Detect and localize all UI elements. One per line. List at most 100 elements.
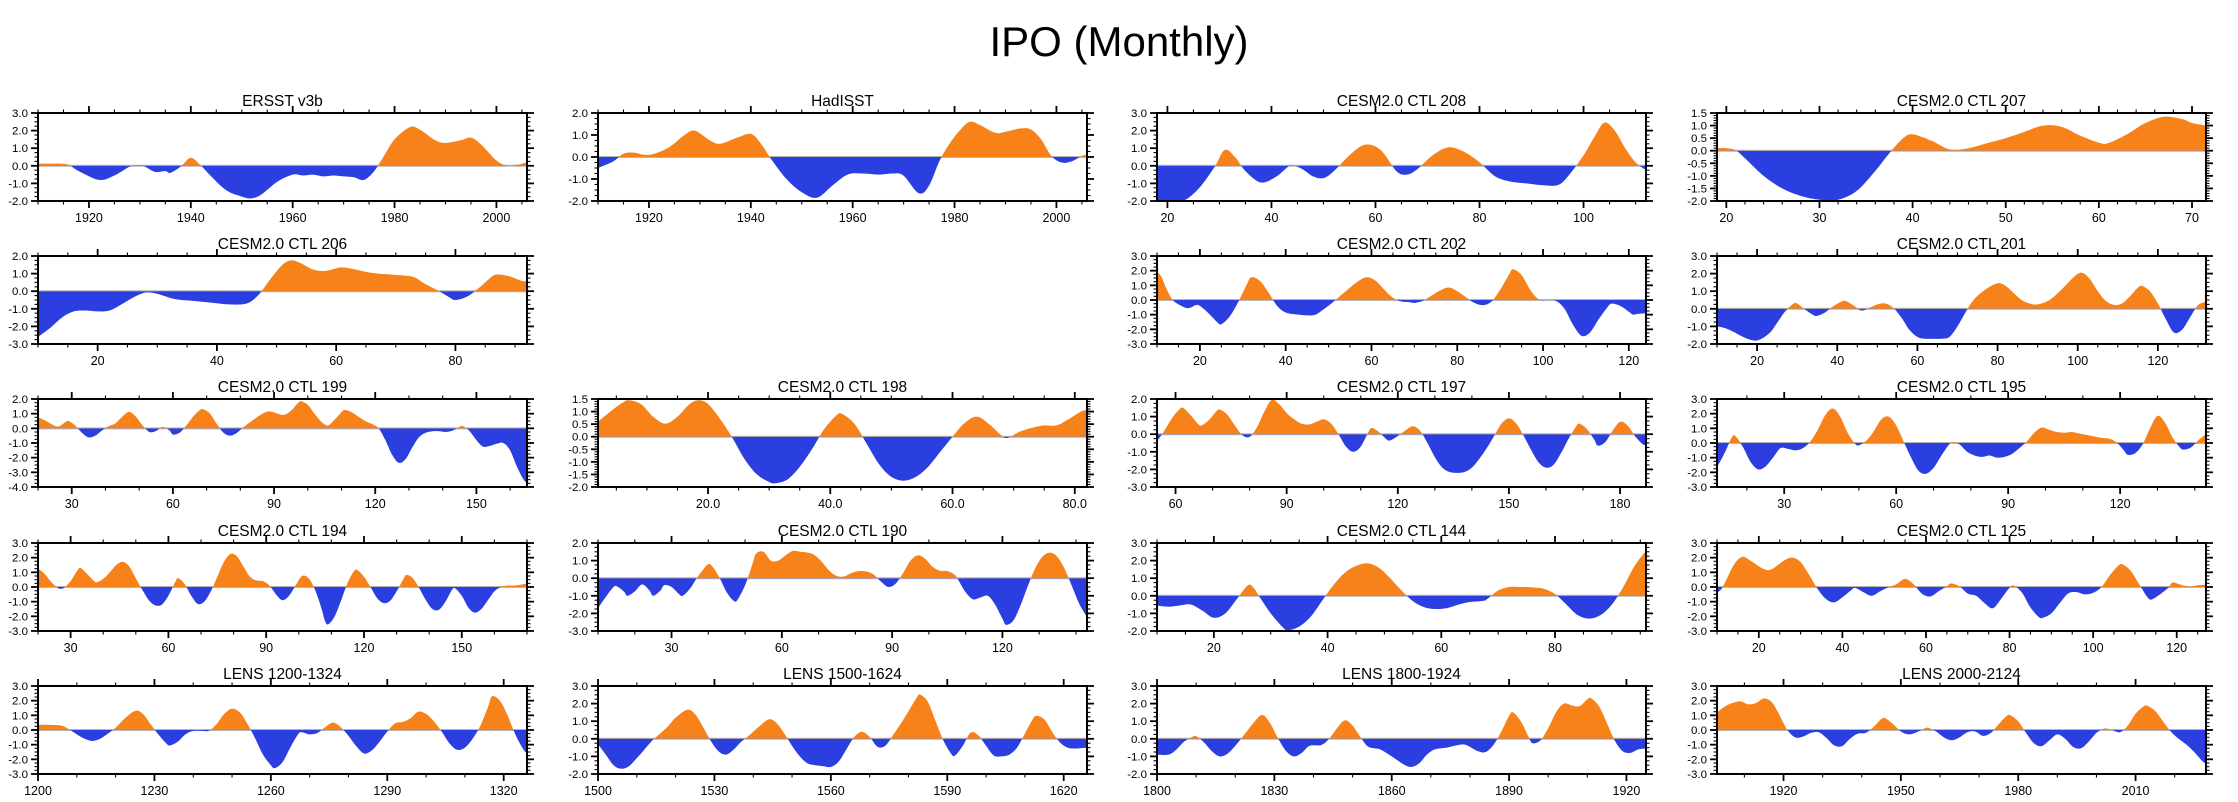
svg-text:120: 120 (2147, 354, 2168, 368)
axis-ticks (590, 105, 1094, 208)
svg-text:-0.5: -0.5 (1687, 158, 1707, 170)
positive-area (597, 400, 1087, 438)
panel-chart: CESM2.0 CTL 197 -3.0 -2.0 -1.0 0.0 1.0 2.0 60 90… (1127, 379, 1653, 511)
svg-text:150: 150 (451, 641, 472, 655)
panel-title: CESM2.0 CTL 190 (777, 523, 906, 540)
svg-text:-1.0: -1.0 (1127, 447, 1147, 459)
svg-text:0.0: 0.0 (1691, 304, 1707, 316)
svg-text:0.5: 0.5 (572, 420, 588, 432)
axis-ticks (1709, 678, 2213, 781)
svg-text:1320: 1320 (490, 784, 518, 798)
svg-text:-1.0: -1.0 (8, 596, 28, 608)
positive-area (618, 121, 1087, 157)
positive-area (1716, 116, 2206, 151)
panel-title: CESM2.0 CTL 208 (1337, 93, 1466, 110)
svg-text:1800: 1800 (1143, 784, 1171, 798)
plot-border (596, 398, 1088, 489)
svg-text:3.0: 3.0 (1131, 538, 1147, 550)
x-axis-labels: 30 60 90 120 150 (65, 497, 487, 511)
panel-title: HadISST (811, 93, 874, 110)
y-axis-labels: -2.0 -1.0 0.0 1.0 2.0 3.0 (1127, 108, 1147, 208)
svg-text:3.0: 3.0 (12, 108, 28, 120)
svg-text:2.0: 2.0 (12, 251, 28, 263)
y-axis-labels: -3.0 -2.0 -1.0 0.0 1.0 2.0 (8, 251, 28, 351)
x-axis-labels: 1500 1530 1560 1590 1620 (584, 784, 1077, 798)
svg-text:-1.0: -1.0 (568, 751, 588, 763)
svg-text:30: 30 (64, 641, 78, 655)
svg-text:80: 80 (2002, 641, 2016, 655)
svg-text:-2.0: -2.0 (1127, 465, 1147, 477)
panel-chart: LENS 2000-2124 -3.0 -2.0 -1.0 0.0 1.0 2.0 3.0 19… (1687, 666, 2213, 798)
page-title: IPO (Monthly) (989, 18, 1249, 65)
svg-text:1940: 1940 (736, 211, 764, 225)
svg-text:0.0: 0.0 (572, 152, 588, 164)
svg-text:-1.0: -1.0 (8, 438, 28, 450)
panel-chart: CESM2.0 CTL 125 -3.0 -2.0 -1.0 0.0 1.0 2.0 3.0 2… (1687, 523, 2213, 655)
svg-text:-1.5: -1.5 (1687, 183, 1707, 195)
panel-chart: CESM2.0 CTL 195 -3.0 -2.0 -1.0 0.0 1.0 2.0 3.0 3… (1687, 379, 2213, 511)
y-axis-labels: -2.0 -1.0 0.0 1.0 2.0 3.0 (1687, 251, 1707, 351)
svg-text:1920: 1920 (1769, 784, 1797, 798)
svg-text:150: 150 (1498, 497, 1519, 511)
svg-text:1960: 1960 (279, 211, 307, 225)
svg-text:1.5: 1.5 (572, 394, 588, 406)
svg-text:0.0: 0.0 (1691, 725, 1707, 737)
svg-text:1.0: 1.0 (1691, 286, 1707, 298)
plot-border (1156, 541, 1647, 632)
svg-text:40.0: 40.0 (818, 497, 842, 511)
svg-text:-3.0: -3.0 (1127, 339, 1147, 351)
axis-ticks (1150, 535, 1653, 638)
panel-cesm2-0-ctl-206: CESM2.0 CTL 206 -3.0 -2.0 -1.0 0.0 1.0 2.0 20 40… (0, 227, 560, 370)
negative-area (1157, 434, 1646, 474)
negative-area (1716, 443, 2206, 475)
negative-area (597, 738, 1087, 769)
svg-text:-2.0: -2.0 (568, 608, 588, 620)
panel-title: CESM2.0 CTL 206 (218, 236, 347, 253)
svg-text:0.5: 0.5 (1691, 133, 1707, 145)
svg-text:-1.0: -1.0 (8, 304, 28, 316)
svg-text:-1.5: -1.5 (568, 470, 588, 482)
svg-text:2.0: 2.0 (572, 108, 588, 120)
panel-chart: CESM2.0 CTL 208 -2.0 -1.0 0.0 1.0 2.0 3.0 20 40 6… (1127, 93, 1653, 225)
svg-text:1980: 1980 (2004, 784, 2032, 798)
svg-text:1980: 1980 (381, 211, 409, 225)
axis-ticks (31, 105, 534, 208)
y-axis-labels: -3.0 -2.0 -1.0 0.0 1.0 2.0 3.0 (1687, 681, 1707, 781)
svg-text:-3.0: -3.0 (1687, 769, 1707, 781)
panel-title: CESM2.0 CTL 207 (1896, 93, 2025, 110)
panel-cesm2-0-ctl-195: CESM2.0 CTL 195 -3.0 -2.0 -1.0 0.0 1.0 2.0 3.0 3… (1679, 370, 2238, 513)
x-axis-labels: 20 30 40 50 60 70 (1719, 211, 2199, 225)
x-axis-labels: 1920 1950 1980 2010 (1769, 784, 2149, 798)
svg-text:1.0: 1.0 (1691, 121, 1707, 133)
y-axis-labels: -3.0 -2.0 -1.0 0.0 1.0 2.0 (568, 538, 588, 638)
svg-text:120: 120 (1618, 354, 1639, 368)
svg-text:-1.0: -1.0 (1687, 739, 1707, 751)
svg-text:-3.0: -3.0 (8, 339, 28, 351)
svg-text:-2.0: -2.0 (8, 611, 28, 623)
negative-area (597, 156, 1087, 198)
x-axis-labels: 20.0 40.0 60.0 80.0 (695, 497, 1086, 511)
svg-text:1.0: 1.0 (1131, 143, 1147, 155)
positive-area (1157, 269, 1554, 301)
plot-border (1156, 398, 1647, 489)
axis-ticks (31, 392, 534, 495)
svg-text:80: 80 (1450, 354, 1464, 368)
positive-area (1722, 556, 2206, 587)
positive-area (1188, 697, 1614, 739)
panel-chart: ERSST v3b -2.0 -1.0 0.0 1.0 2.0 3.0 1920 1940 196… (8, 93, 534, 225)
x-axis-labels: 30 60 90 120 (1777, 497, 2130, 511)
svg-text:1.0: 1.0 (12, 409, 28, 421)
svg-text:-2.0: -2.0 (568, 482, 588, 494)
svg-text:2.0: 2.0 (1131, 126, 1147, 138)
svg-text:0.0: 0.0 (1131, 734, 1147, 746)
svg-text:-1.0: -1.0 (1687, 322, 1707, 334)
svg-text:-3.0: -3.0 (568, 626, 588, 638)
svg-text:1.0: 1.0 (1691, 424, 1707, 436)
panel-chart: CESM2.0 CTL 194 -3.0 -2.0 -1.0 0.0 1.0 2.0 3.0 3… (8, 523, 534, 655)
axis-ticks (590, 678, 1094, 781)
svg-text:-1.0: -1.0 (568, 174, 588, 186)
svg-text:1960: 1960 (838, 211, 866, 225)
axis-ticks (590, 392, 1094, 495)
svg-text:-2.0: -2.0 (8, 453, 28, 465)
svg-text:2.0: 2.0 (12, 695, 28, 707)
